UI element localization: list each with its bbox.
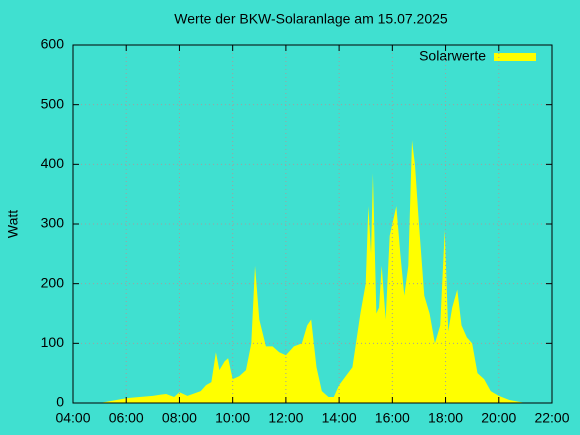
x-tick-label: 12:00 — [268, 410, 303, 426]
x-tick-label: 14:00 — [322, 410, 357, 426]
x-tick-label: 08:00 — [162, 410, 197, 426]
x-tick-label: 22:00 — [534, 410, 569, 426]
y-tick-label: 400 — [41, 155, 65, 171]
y-tick-label: 600 — [41, 36, 65, 52]
x-tick-label: 16:00 — [375, 410, 410, 426]
x-tick-label: 04:00 — [55, 410, 90, 426]
plot-border — [72, 44, 553, 404]
y-tick-label: 500 — [41, 95, 65, 111]
legend-swatch — [494, 53, 536, 61]
chart-title: Werte der BKW-Solaranlage am 15.07.2025 — [174, 11, 448, 27]
x-tick-label: 20:00 — [481, 410, 516, 426]
x-tick-label: 10:00 — [215, 410, 250, 426]
y-tick-label: 0 — [56, 394, 64, 410]
y-tick-label: 200 — [41, 274, 65, 290]
y-tick-label: 100 — [41, 334, 65, 350]
legend-label: Solarwerte — [419, 48, 486, 64]
x-tick-label: 06:00 — [109, 410, 144, 426]
y-axis-label: Watt — [5, 210, 21, 238]
area — [99, 140, 526, 403]
x-tick-label: 18:00 — [428, 410, 463, 426]
y-tick-label: 300 — [41, 215, 65, 231]
